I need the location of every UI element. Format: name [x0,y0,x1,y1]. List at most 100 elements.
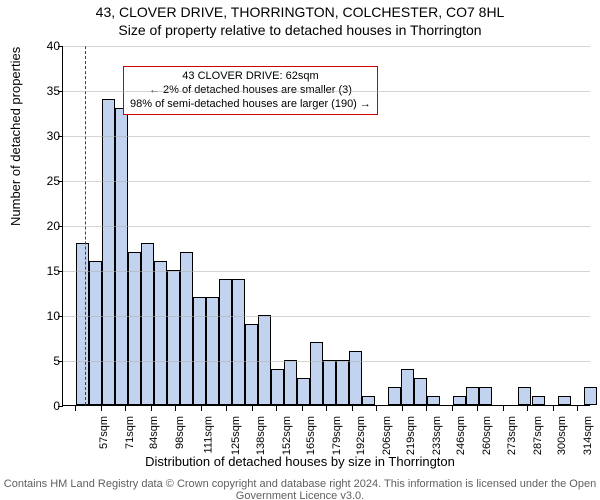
x-tick [302,406,303,411]
histogram-bar [284,360,297,405]
histogram-bar [401,369,414,405]
x-tick-label: 273sqm [506,416,518,455]
x-tick [276,406,277,411]
histogram-bar [388,387,401,405]
annotation-line: 98% of semi-detached houses are larger (… [130,98,371,112]
x-tick-label: 138sqm [255,416,267,455]
x-tick [352,406,353,411]
y-tick-label: 25 [30,174,60,188]
y-tick-label: 0 [30,399,60,413]
y-tick-label: 10 [30,309,60,323]
x-tick [553,406,554,411]
gridline [63,136,590,137]
x-tick [426,406,427,411]
histogram-bar [427,396,440,405]
x-tick [477,406,478,411]
copyright-text: Contains HM Land Registry data © Crown c… [0,478,600,500]
x-tick-label: 233sqm [431,416,443,455]
histogram-bar [297,378,310,405]
x-tick-label: 219sqm [405,416,417,455]
page-subtitle: Size of property relative to detached ho… [0,22,600,38]
x-tick-label: 84sqm [148,416,160,449]
x-axis-label: Distribution of detached houses by size … [0,454,600,469]
x-tick [125,406,126,411]
x-tick-label: 287sqm [532,416,544,455]
histogram-bar [310,342,323,405]
x-tick-label: 98sqm [174,416,186,449]
histogram-bar [206,297,219,405]
y-tick-label: 15 [30,264,60,278]
y-tick-label: 30 [30,129,60,143]
histogram-bar [219,279,232,405]
y-tick-label: 35 [30,84,60,98]
x-tick-label: 300sqm [556,416,568,455]
histogram-bar [180,252,193,405]
histogram-bar [362,396,375,405]
histogram-bar [466,387,479,405]
histogram-bar [154,261,167,405]
x-tick [577,406,578,411]
x-tick [527,406,528,411]
gridline [63,271,590,272]
histogram-bar [518,387,531,405]
histogram-bar [232,279,245,405]
x-tick-label: 246sqm [456,416,468,455]
histogram-bar [167,270,180,405]
x-tick [252,406,253,411]
x-tick-label: 111sqm [203,416,215,454]
x-tick-label: 192sqm [355,416,367,455]
x-tick [201,406,202,411]
x-tick-label: 260sqm [482,416,494,455]
x-tick [402,406,403,411]
histogram-bar [584,387,597,405]
gridline [63,316,590,317]
y-tick-label: 40 [30,39,60,53]
histogram-bar [532,396,545,405]
y-tick-label: 5 [30,354,60,368]
x-tick-label: 57sqm [98,416,110,449]
histogram-bar [76,243,89,405]
histogram-bar [193,297,206,405]
x-tick-label: 152sqm [281,416,293,455]
histogram-bar [141,243,154,405]
histogram-bar [558,396,571,405]
page-title: 43, CLOVER DRIVE, THORRINGTON, COLCHESTE… [0,4,600,20]
x-tick-label: 71sqm [124,416,136,449]
gridline [63,226,590,227]
y-tick-label: 20 [30,219,60,233]
histogram-bar [453,396,466,405]
histogram-bar [479,387,492,405]
x-tick [175,406,176,411]
histogram-bar [336,360,349,405]
x-tick-label: 125sqm [231,416,243,455]
histogram-bar [89,261,102,405]
x-tick [376,406,377,411]
x-tick [503,406,504,411]
x-tick-label: 314sqm [582,416,594,455]
plot-area: 43 CLOVER DRIVE: 62sqm← 2% of detached h… [62,46,590,406]
histogram-bar [102,99,115,405]
histogram-bar [349,351,362,405]
x-tick [226,406,227,411]
x-tick-label: 165sqm [305,416,317,455]
x-tick [101,406,102,411]
histogram-bar [323,360,336,405]
x-tick [326,406,327,411]
x-tick-label: 179sqm [331,416,343,455]
gridline [63,361,590,362]
chart-container: 43, CLOVER DRIVE, THORRINGTON, COLCHESTE… [0,0,600,500]
histogram-bar [245,324,258,405]
histogram-bar [258,315,271,405]
y-axis-label: Number of detached properties [8,47,23,226]
gridline [63,91,590,92]
gridline [63,181,590,182]
gridline [63,46,590,47]
histogram-bar [271,369,284,405]
x-tick [75,406,76,411]
x-tick [452,406,453,411]
histogram-bar [128,252,141,405]
x-tick [151,406,152,411]
x-tick-label: 206sqm [381,416,393,455]
histogram-bar [414,378,427,405]
annotation-line: 43 CLOVER DRIVE: 62sqm [130,70,371,84]
